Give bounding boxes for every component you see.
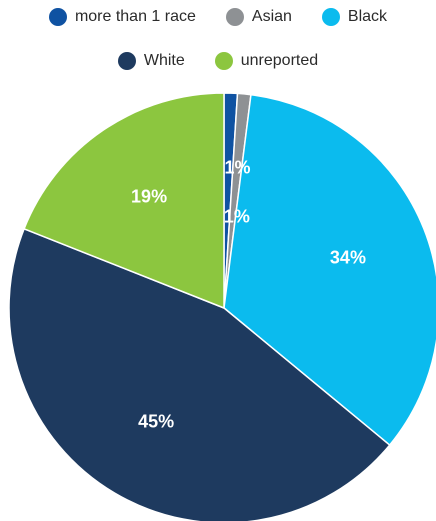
legend-swatch-black (321, 8, 340, 26)
legend-swatch-more-than-1-race (48, 8, 67, 26)
legend-swatch-unreported (214, 52, 233, 70)
slice-label-asian: 1% (225, 157, 251, 177)
pie-slice-white (8, 227, 391, 521)
pie-slice-unreported (23, 92, 225, 310)
legend-row-2: White unreported (0, 52, 436, 70)
legend-item-unreported: unreported (214, 52, 319, 70)
slice-label-more-than-1-race: 1% (224, 206, 250, 226)
pie-slice-black (223, 93, 436, 447)
slice-label-black: 34% (330, 248, 366, 268)
legend-label-white: White (143, 52, 185, 69)
legend-item-asian: Asian (225, 8, 292, 26)
legend-label-asian: Asian (251, 8, 292, 25)
legend-label-more-than-1-race: more than 1 race (74, 8, 196, 25)
legend-swatch-asian (225, 8, 244, 26)
slice-label-white: 45% (138, 411, 174, 431)
legend-swatch-white (117, 52, 136, 70)
legend-label-unreported: unreported (240, 52, 319, 69)
slice-label-unreported: 19% (131, 187, 167, 207)
legend-row-1: more than 1 race Asian Black (0, 8, 436, 26)
legend-item-more-than-1-race: more than 1 race (48, 8, 196, 26)
legend-item-white: White (117, 52, 185, 70)
legend-label-black: Black (347, 8, 388, 25)
legend-item-black: Black (321, 8, 388, 26)
